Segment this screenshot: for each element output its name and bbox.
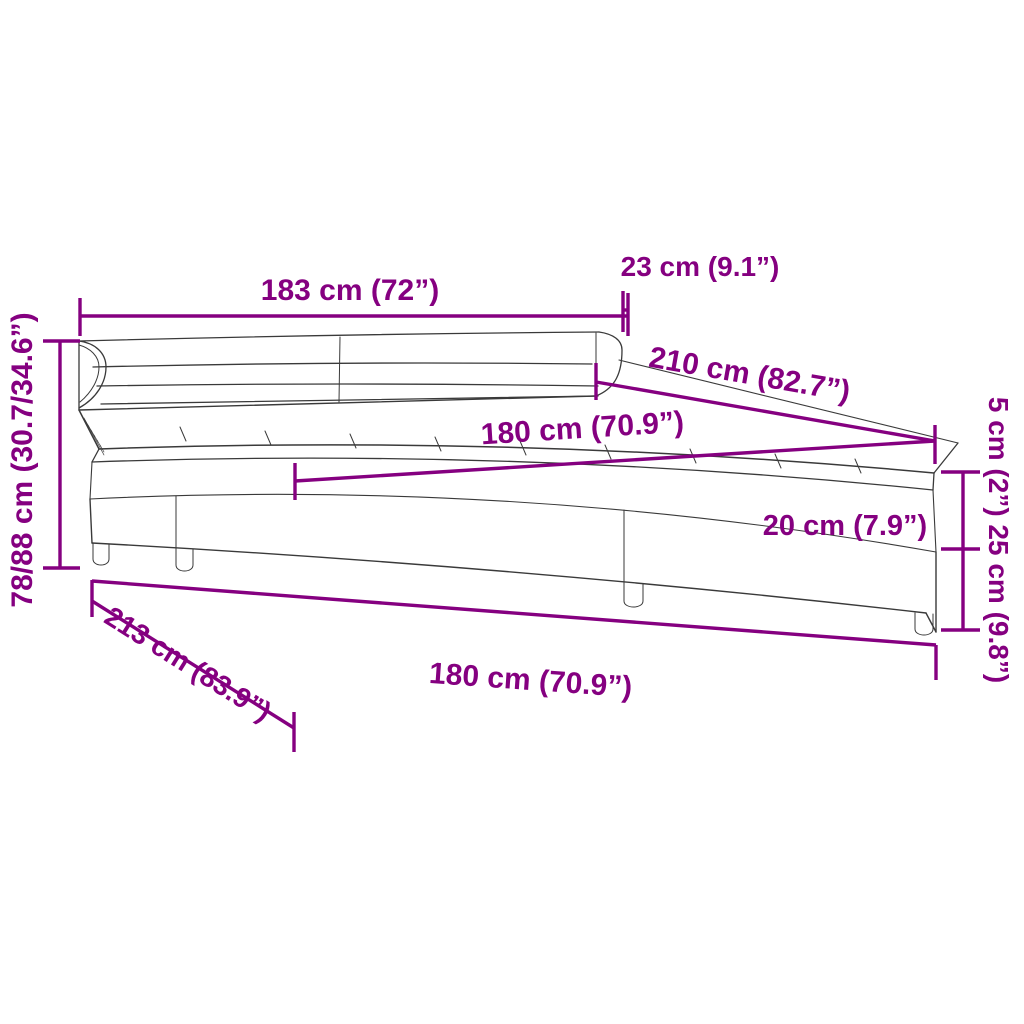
svg-text:23 cm (9.1”): 23 cm (9.1”) (621, 251, 780, 282)
svg-text:183 cm (72”): 183 cm (72”) (261, 274, 439, 307)
svg-text:20 cm (7.9”): 20 cm (7.9”) (763, 510, 927, 542)
svg-text:5 cm (2”) 25 cm (9.8”): 5 cm (2”) 25 cm (9.8”) (983, 397, 1014, 683)
svg-text:78/88 cm (30.7/34.6”): 78/88 cm (30.7/34.6”) (6, 312, 39, 607)
